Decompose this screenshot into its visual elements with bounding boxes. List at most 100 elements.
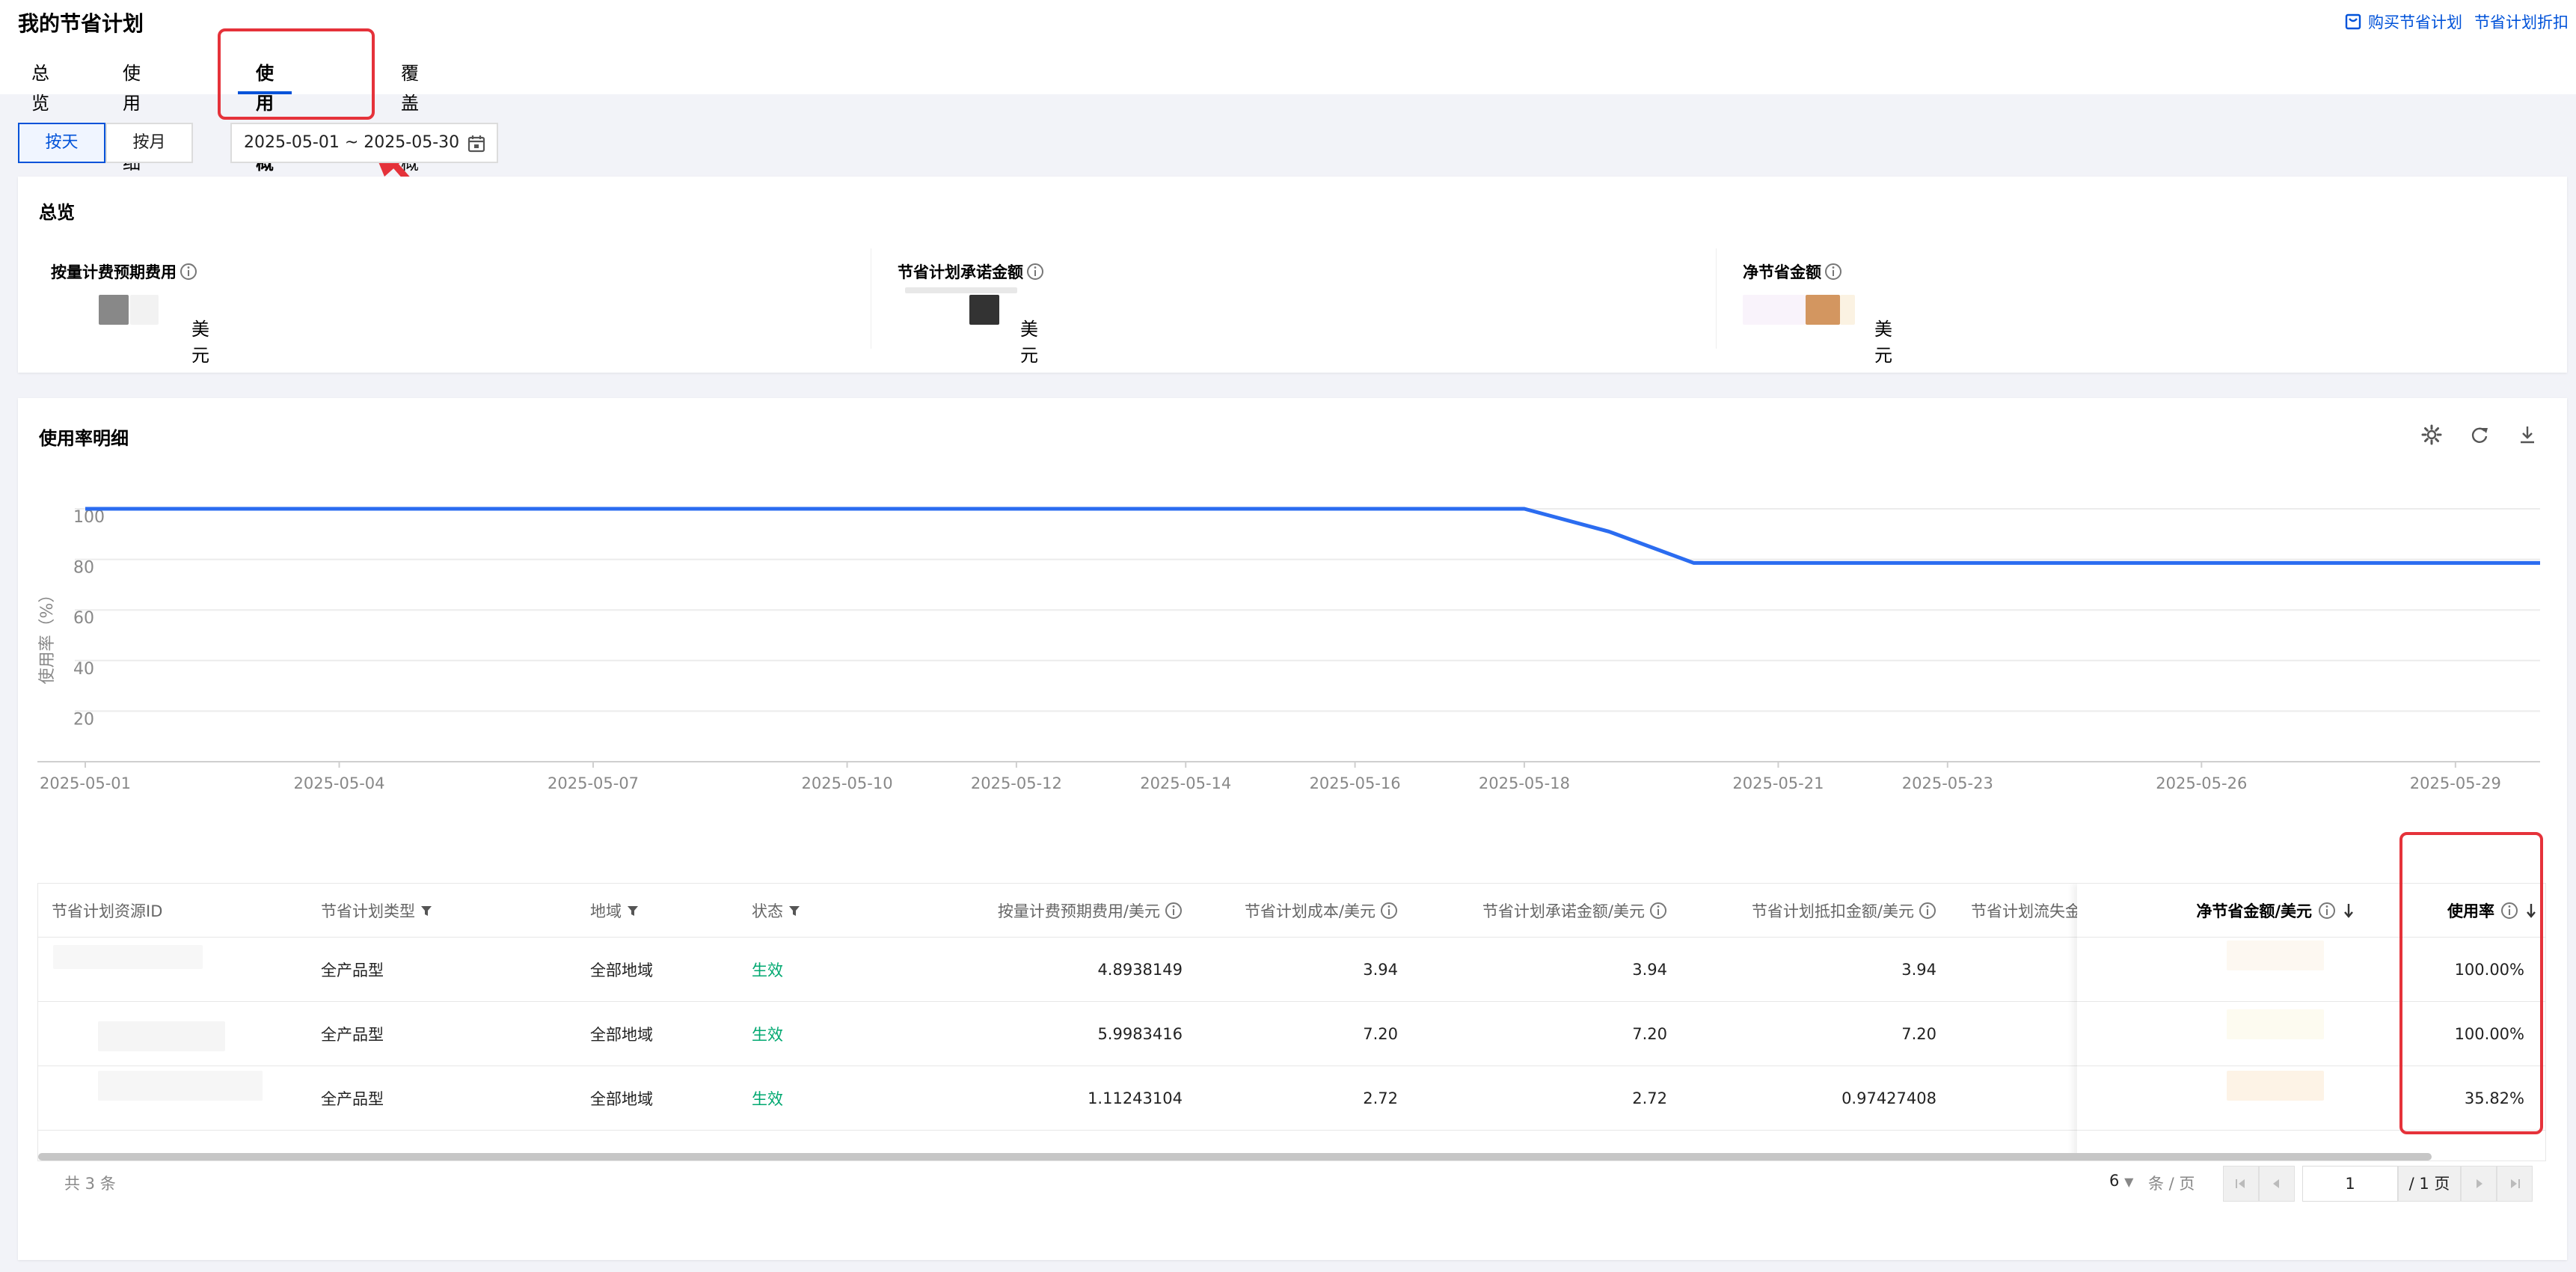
savings-plan-discount-link[interactable]: 节省计划折扣: [2474, 13, 2569, 31]
horizontal-scrollbar[interactable]: [38, 1153, 2432, 1161]
cell-type: 全产品型: [321, 961, 384, 979]
metric-unit: 美元: [1020, 319, 1038, 366]
cell-status: 生效: [752, 1089, 783, 1108]
divider: [1716, 248, 1717, 349]
y-tick-label: 60: [73, 609, 94, 628]
metric-net-savings: 净节省金额 美元: [1743, 260, 1892, 366]
metric-label: 按量计费预期费用: [51, 260, 197, 283]
col-header-deduct: 节省计划抵扣金额/美元: [1667, 884, 1936, 937]
first-page-button[interactable]: [2223, 1166, 2259, 1202]
y-tick-label: 100: [73, 508, 105, 527]
cell-region: 全部地域: [590, 1089, 653, 1108]
refresh-icon[interactable]: [2468, 424, 2491, 446]
info-icon[interactable]: [2500, 902, 2518, 920]
redacted-value: [1806, 295, 1840, 325]
redacted-net-savings: [2227, 1009, 2324, 1039]
x-tick-label: 2025-05-29: [2410, 774, 2501, 792]
redacted-value: [1840, 295, 1855, 325]
metric-ondemand-cost: 按量计费预期费用 美元: [51, 260, 209, 366]
sort-desc-icon[interactable]: [2342, 902, 2355, 919]
cell-region: 全部地域: [590, 1025, 653, 1044]
y-tick-label: 20: [73, 710, 94, 729]
col-header-cost: 节省计划成本/美元: [1183, 884, 1398, 937]
info-icon[interactable]: [1380, 902, 1398, 920]
metric-label-text: 节省计划承诺金额: [898, 263, 1023, 281]
filter-icon[interactable]: [788, 904, 801, 917]
info-icon[interactable]: [1649, 902, 1667, 920]
by-month-button[interactable]: 按月: [105, 123, 193, 163]
table-row: 全产品型 全部地域 生效 5.9983416 7.20 7.20 7.20: [38, 1002, 2545, 1066]
cell-commit: 7.20: [1632, 1024, 1667, 1043]
col-header-deduct-label: 节省计划抵扣金额/美元: [1751, 902, 1914, 920]
redacted-value: [1743, 295, 1806, 325]
cell-ondemand: 1.11243104: [1088, 1089, 1183, 1107]
download-icon[interactable]: [2516, 424, 2539, 446]
info-icon[interactable]: [180, 263, 197, 281]
y-tick-label: 40: [73, 660, 94, 679]
cell-cost: 2.72: [1363, 1089, 1398, 1107]
page-number-input[interactable]: 1: [2302, 1166, 2398, 1202]
redacted-value: [99, 295, 129, 325]
filter-icon[interactable]: [420, 904, 433, 917]
redacted-value: [905, 287, 1017, 293]
info-icon[interactable]: [2318, 902, 2336, 920]
info-icon[interactable]: [1919, 902, 1936, 920]
col-header-ondemand-label: 按量计费预期费用/美元: [997, 902, 1160, 920]
overview-title: 总览: [39, 202, 75, 223]
metric-label-text: 净节省金额: [1743, 263, 1821, 281]
cell-region: 全部地域: [590, 961, 653, 979]
total-count: 共 3 条: [64, 1175, 116, 1193]
cell-utilization: 100.00%: [2454, 960, 2524, 979]
table-header-row: 节省计划资源ID 节省计划类型 地域 状态 按量计费预期费用/美元 节省计划成本…: [38, 884, 2545, 938]
col-header-commit-label: 节省计划承诺金额/美元: [1482, 902, 1645, 920]
cell-status: 生效: [752, 961, 783, 979]
col-header-cost-label: 节省计划成本/美元: [1244, 902, 1376, 920]
cell-ondemand: 4.8938149: [1097, 960, 1183, 979]
tab-coverage[interactable]: 覆盖率概况: [401, 63, 419, 204]
by-day-button[interactable]: 按天: [18, 123, 105, 163]
prev-page-button[interactable]: [2259, 1166, 2295, 1202]
metric-unit: 美元: [191, 319, 209, 366]
annotation-highlight-utilization-column: [2399, 832, 2543, 1134]
x-tick-label: 2025-05-23: [1902, 774, 1993, 792]
fixed-row: 35.82%: [2077, 1066, 2545, 1131]
table-row: 全产品型 全部地域 生效 4.8938149 3.94 3.94 3.94: [38, 938, 2545, 1002]
x-tick-label: 2025-05-26: [2156, 774, 2247, 792]
info-icon[interactable]: [1824, 263, 1842, 281]
redacted-resource-id: [98, 1021, 225, 1051]
filter-icon[interactable]: [626, 904, 640, 917]
page-size-select[interactable]: 6 ▼: [2109, 1172, 2133, 1190]
info-icon[interactable]: [1026, 263, 1044, 281]
first-page-icon: [2236, 1179, 2245, 1188]
next-page-button[interactable]: [2461, 1166, 2497, 1202]
col-header-region[interactable]: 地域: [590, 884, 640, 937]
col-header-type[interactable]: 节省计划类型: [321, 884, 433, 937]
detail-title: 使用率明细: [39, 428, 129, 449]
date-range-value: 2025-05-01 ~ 2025-05-30: [244, 133, 460, 152]
sort-desc-icon[interactable]: [2524, 902, 2538, 919]
last-page-icon: [2511, 1179, 2520, 1188]
tab-overview[interactable]: 总览: [31, 63, 49, 114]
settings-icon[interactable]: [2420, 424, 2443, 446]
redacted-value: [130, 295, 159, 325]
col-header-utilization[interactable]: 使用率: [2355, 884, 2538, 937]
col-header-status[interactable]: 状态: [752, 884, 801, 937]
cell-status: 生效: [752, 1025, 783, 1044]
cell-cost: 7.20: [1363, 1024, 1398, 1043]
cell-utilization: 35.82%: [2464, 1089, 2524, 1107]
x-tick-label: 2025-05-14: [1140, 774, 1231, 792]
page-title: 我的节省计划: [18, 11, 144, 36]
redacted-resource-id: [53, 945, 203, 969]
page-size-unit: 条 / 页: [2148, 1175, 2195, 1193]
last-page-button[interactable]: [2497, 1166, 2533, 1202]
info-icon[interactable]: [1165, 902, 1183, 920]
tab-usage-details[interactable]: 使用明细: [123, 63, 141, 174]
buy-savings-plan-link[interactable]: 购买节省计划: [2344, 10, 2462, 33]
utilization-table: 节省计划资源ID 节省计划类型 地域 状态 按量计费预期费用/美元 节省计划成本…: [37, 883, 2546, 1161]
col-header-net-savings[interactable]: 净节省金额/美元: [2077, 884, 2355, 937]
date-range-picker[interactable]: 2025-05-01 ~ 2025-05-30: [230, 123, 498, 163]
x-tick-label: 2025-05-01: [40, 774, 131, 792]
col-header-commit: 节省计划承诺金额/美元: [1398, 884, 1667, 937]
calendar-icon: [467, 135, 485, 153]
x-tick-label: 2025-05-16: [1310, 774, 1401, 792]
